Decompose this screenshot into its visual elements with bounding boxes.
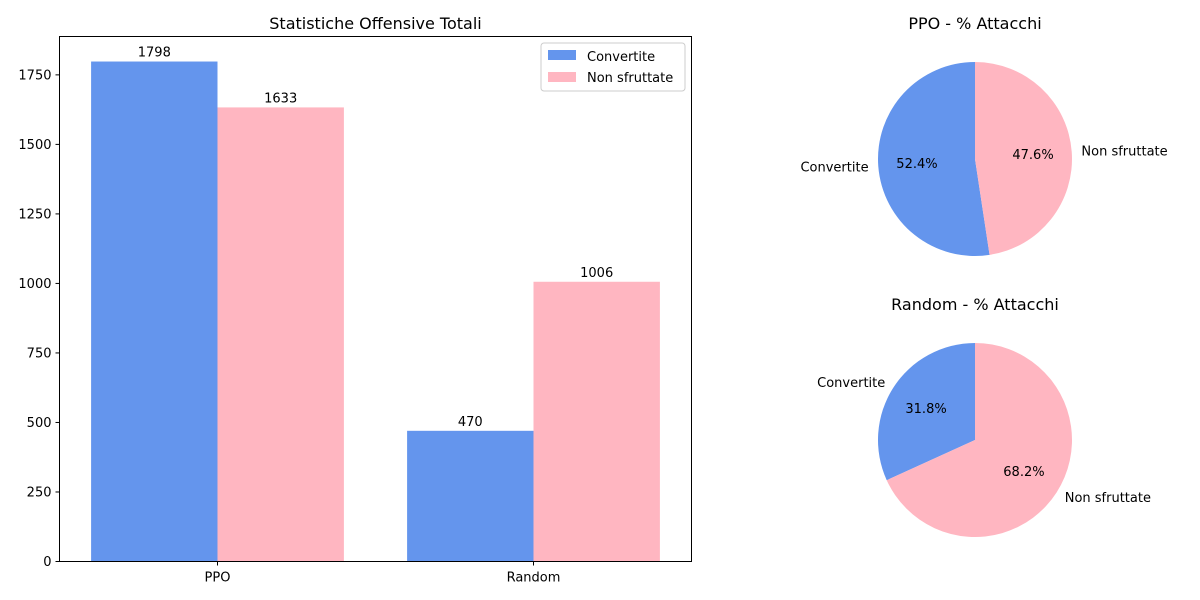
bar-random-non-sfruttate: [533, 281, 660, 562]
legend-label-non-sfruttate: Non sfruttate: [587, 71, 673, 86]
bar-ppo-convertite: [91, 61, 218, 562]
bar-ppo-non-sfruttate: [217, 107, 344, 562]
bar-value-labels: 1798 470 1633 1006: [138, 46, 613, 430]
y-axis: 0 250 500 750 1000 1250 1500 1750: [18, 68, 60, 570]
y-tick-label: 1750: [18, 68, 51, 83]
x-tick-label-random: Random: [507, 571, 561, 586]
y-tick-label: 1250: [18, 207, 51, 222]
pie-category-label-convertite: Convertite: [800, 161, 868, 176]
x-tick-label-ppo: PPO: [205, 571, 231, 586]
bar-value-label: 1798: [138, 46, 171, 61]
y-tick-label: 0: [43, 555, 51, 570]
plot-frame: [59, 36, 692, 562]
x-axis: PPO Random: [205, 561, 561, 586]
y-tick-label: 500: [27, 416, 52, 431]
pie-random-slices: [878, 342, 1072, 537]
legend-box: [540, 42, 686, 92]
pie-chart-random: Random - % Attacchi 31.8% Convertite 68.2%…: [817, 295, 1151, 537]
pie-chart-ppo: PPO - % Attacchi 52.4% Convertite 47.6% Non…: [800, 14, 1168, 256]
y-tick-label: 1000: [18, 277, 51, 292]
pie-slice-non-sfruttate: [886, 342, 1072, 537]
legend-swatch-convertite: [548, 50, 576, 60]
legend-swatch-non-sfruttate: [548, 72, 576, 82]
y-tick-label: 1500: [18, 138, 51, 153]
pie-slice-convertite: [878, 343, 975, 481]
pie-pct-label: 47.6%: [1012, 148, 1053, 163]
pie-random-title: Random - % Attacchi: [891, 295, 1059, 314]
pie-pct-label: 68.2%: [1003, 465, 1044, 480]
pie-slice-non-sfruttate: [975, 62, 1072, 255]
pie-ppo-title: PPO - % Attacchi: [908, 14, 1041, 33]
pie-slice-convertite: [877, 62, 990, 256]
pie-pct-label: 31.8%: [905, 402, 946, 417]
bar-value-label: 1006: [580, 266, 613, 281]
bar-chart-title: Statistiche Offensive Totali: [269, 14, 481, 33]
bars-group: [91, 61, 660, 562]
bar-random-convertite: [407, 430, 534, 562]
pie-random-labels: 31.8% Convertite 68.2% Non sfruttate: [817, 376, 1151, 506]
pie-category-label-convertite: Convertite: [817, 376, 885, 391]
pie-ppo-slices: [877, 62, 1072, 256]
bar-chart: Statistiche Offensive Totali 1798 470 1633…: [18, 14, 692, 586]
bar-value-label: 470: [458, 415, 483, 430]
y-tick-label: 750: [27, 346, 52, 361]
legend-label-convertite: Convertite: [587, 50, 655, 65]
pie-category-label-non-sfruttate: Non sfruttate: [1081, 144, 1167, 159]
pie-category-label-non-sfruttate: Non sfruttate: [1065, 491, 1151, 506]
bar-value-label: 1633: [264, 91, 297, 106]
pie-pct-label: 52.4%: [896, 157, 937, 172]
pie-ppo-labels: 52.4% Convertite 47.6% Non sfruttate: [800, 144, 1167, 175]
legend: Convertite Non sfruttate: [540, 42, 686, 92]
y-tick-label: 250: [27, 485, 52, 500]
